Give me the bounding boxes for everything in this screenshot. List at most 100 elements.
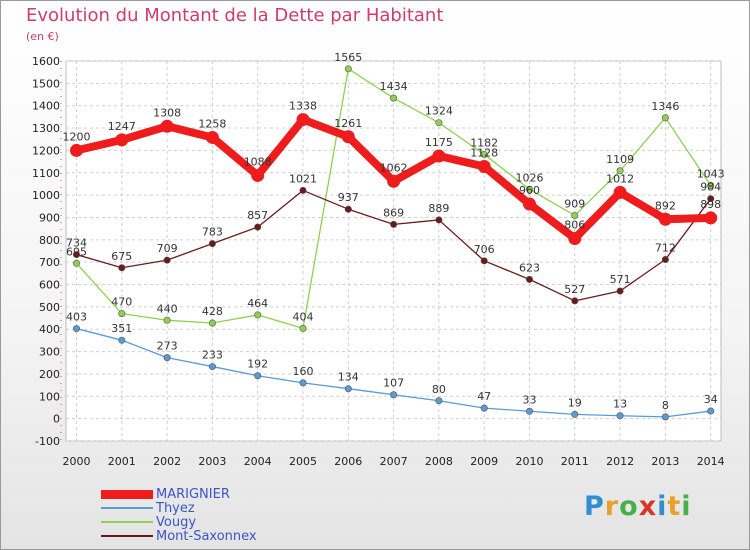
y-tick-label: 1600: [32, 55, 60, 68]
data-label: 428: [202, 305, 223, 318]
data-label: 470: [111, 296, 132, 309]
data-point: [571, 297, 579, 305]
data-point: [163, 256, 171, 264]
data-point: [661, 255, 669, 263]
data-label: 34: [704, 393, 718, 406]
data-point: [205, 130, 219, 144]
data-point: [435, 119, 443, 127]
data-label: 233: [202, 349, 223, 362]
data-point: [296, 113, 310, 127]
y-tick-label: 700: [39, 256, 60, 269]
data-label: 80: [432, 383, 446, 396]
data-label: 134: [338, 371, 359, 384]
data-label: 273: [157, 340, 178, 353]
data-label: 984: [700, 181, 721, 194]
data-point: [571, 410, 579, 418]
data-label: 571: [610, 273, 631, 286]
data-point: [254, 372, 262, 380]
data-label: 869: [383, 206, 404, 219]
data-point: [299, 324, 307, 332]
data-point: [387, 174, 401, 188]
data-label: 464: [247, 297, 268, 310]
data-point: [390, 94, 398, 102]
data-point: [613, 185, 627, 199]
data-label: 857: [247, 209, 268, 222]
data-label: 1258: [198, 117, 226, 130]
legend-item-marignier: MARIGNIER: [101, 487, 257, 502]
x-tick-label: 2003: [198, 455, 226, 468]
data-label: 623: [519, 261, 540, 274]
x-tick-label: 2001: [108, 455, 136, 468]
chart-title: Evolution du Montant de la Dette par Hab…: [26, 5, 444, 26]
legend-label: Vougy: [156, 514, 197, 530]
y-tick-label: 1200: [32, 144, 60, 157]
y-tick-label: 400: [39, 323, 60, 336]
y-tick-label: 300: [39, 346, 60, 359]
data-label: 1324: [425, 105, 453, 118]
data-label: 898: [700, 198, 721, 211]
data-point: [480, 404, 488, 412]
legend-item-thyez: Thyez: [101, 500, 257, 516]
y-tick-label: 100: [39, 390, 60, 403]
data-label: 1308: [153, 106, 181, 119]
data-point: [435, 216, 443, 224]
data-point: [208, 319, 216, 327]
legend-label: Thyez: [156, 500, 195, 516]
data-label: 192: [247, 358, 268, 371]
data-point: [73, 251, 81, 259]
x-tick-label: 2000: [63, 455, 91, 468]
data-point: [299, 186, 307, 194]
y-tick-label: 800: [39, 234, 60, 247]
y-tick-label: 1000: [32, 189, 60, 202]
data-point: [118, 264, 126, 272]
data-point: [208, 363, 216, 371]
data-label: 806: [564, 218, 585, 231]
data-label: 909: [564, 197, 585, 210]
data-label: 1434: [380, 80, 408, 93]
data-label: 47: [477, 390, 491, 403]
data-point: [208, 240, 216, 248]
unit-label: (en €): [26, 30, 59, 43]
x-tick-label: 2012: [606, 455, 634, 468]
data-label: 1062: [380, 161, 408, 174]
x-tick-label: 2002: [153, 455, 181, 468]
data-point: [390, 220, 398, 228]
legend-label: Mont-Saxonnex: [156, 528, 257, 544]
data-point: [254, 311, 262, 319]
data-point: [160, 119, 174, 133]
data-label: 1346: [651, 100, 679, 113]
data-point: [390, 391, 398, 399]
data-point: [523, 197, 536, 211]
data-point: [477, 160, 491, 174]
data-point: [658, 212, 672, 226]
data-point: [163, 316, 171, 324]
y-tick-label: 500: [39, 301, 60, 314]
data-label: 13: [613, 398, 627, 411]
data-label: 1182: [470, 136, 498, 149]
data-label: 160: [293, 365, 314, 378]
x-tick-label: 2006: [334, 455, 362, 468]
data-point: [432, 149, 446, 163]
y-tick-label: 1500: [32, 77, 60, 90]
data-point: [73, 325, 81, 333]
data-point: [704, 211, 718, 225]
data-point: [254, 223, 262, 231]
y-tick-label: -100: [35, 435, 60, 448]
data-point: [616, 287, 624, 295]
x-tick-label: 2008: [425, 455, 453, 468]
data-point: [118, 336, 126, 344]
data-label: 440: [157, 302, 178, 315]
data-point: [344, 65, 352, 73]
data-label: 527: [564, 283, 585, 296]
data-label: 1128: [470, 147, 498, 160]
legend-item-mont-saxonnex: Mont-Saxonnex: [101, 528, 257, 544]
data-point: [480, 150, 488, 158]
data-label: 1026: [516, 171, 544, 184]
data-point: [616, 167, 624, 175]
x-tick-label: 2011: [561, 455, 589, 468]
data-label: 960: [519, 184, 540, 197]
x-tick-label: 2013: [651, 455, 679, 468]
data-label: 1338: [289, 100, 317, 113]
